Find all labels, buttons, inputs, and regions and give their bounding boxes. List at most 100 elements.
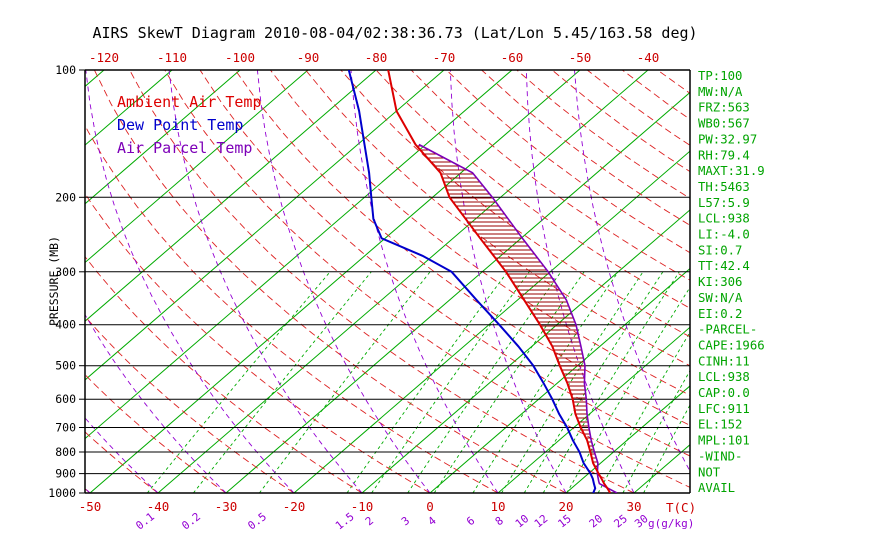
dry-adiabat-line	[305, 70, 690, 367]
pressure-axis-title: PRESSURE (MB)	[47, 236, 61, 326]
pressure-tick-label: 600	[55, 392, 76, 406]
axis-labels: -120 -110 -100 -90 -80 -70 -60 -50 -40-50 -40 -30-…	[47, 50, 696, 532]
mixing-ratio-label: 10	[513, 512, 531, 530]
stats-line: CAP:0.0	[698, 386, 750, 400]
mixing-ratio-label: 4	[425, 514, 439, 529]
pressure-tick-label: 500	[55, 359, 76, 373]
isotherm-line	[85, 70, 241, 205]
stats-line: CINH:11	[698, 354, 750, 368]
pressure-tick-label: 700	[55, 421, 76, 435]
mixing-unit-label: g(g/kg)	[648, 517, 694, 530]
mixing-ratio-line	[259, 271, 431, 493]
bottom-axis-temp-label: -30	[215, 499, 238, 514]
ambient-temp-curve	[387, 70, 612, 493]
stats-line: TT:42.4	[698, 259, 750, 273]
moist-adiabat-line	[350, 70, 499, 493]
dry-adiabat-line	[446, 70, 690, 254]
bottom-axis-temp-label: -10	[351, 499, 374, 514]
mixing-ratio-line	[371, 271, 530, 493]
parcel-temp-curve	[418, 143, 618, 493]
stats-line: -WIND-	[698, 449, 742, 463]
top-axis-temp-label: -80	[365, 50, 388, 65]
isotherm-line	[85, 70, 445, 381]
stats-line: -PARCEL-	[698, 323, 757, 337]
moist-adiabat-line	[85, 70, 295, 493]
mixing-ratio-label: 0.2	[179, 510, 203, 532]
top-axis-temp-label: -60	[501, 50, 524, 65]
pressure-tick-label: 900	[55, 467, 76, 481]
isotherm-line	[429, 267, 690, 493]
stats-line: EL:152	[698, 418, 742, 432]
mixing-ratio-label: 20	[587, 512, 605, 530]
mixing-ratio-label: 8	[493, 514, 506, 528]
mixing-ratio-line	[597, 331, 690, 493]
stats-line: TH:5463	[698, 180, 750, 194]
mixing-ratio-line	[346, 271, 508, 493]
mixing-ratio-line	[523, 271, 664, 493]
stats-line: WB0:567	[698, 117, 750, 131]
top-axis-temp-label: -100	[225, 50, 255, 65]
bottom-axis-temp-label: 0	[426, 499, 434, 514]
bottom-axis-temp-label: -20	[283, 499, 306, 514]
stats-line: L57:5.9	[698, 196, 750, 210]
mixing-ratio-label: 25	[612, 512, 630, 530]
isotherm-line	[85, 70, 309, 264]
stats-line: FRZ:563	[698, 101, 750, 115]
mixing-ratio-label: 0.5	[245, 510, 269, 532]
bottom-axis-temp-label: -40	[147, 499, 170, 514]
moist-adiabat-line	[256, 70, 431, 493]
dew-point-curve	[347, 70, 597, 493]
dry-adiabat-line	[340, 70, 690, 338]
mixing-ratio-label: 15	[555, 512, 573, 530]
mixing-ratio-line	[146, 271, 331, 493]
stats-line: MAXT:31.9	[698, 164, 765, 178]
moist-adiabat-line	[0, 70, 22, 493]
mixing-ratio-line	[501, 271, 644, 493]
isotherm-line	[0, 70, 36, 493]
stats-line: CAPE:1966	[698, 338, 765, 352]
top-axis-temp-label: -120	[89, 50, 119, 65]
grid-lines	[0, 70, 690, 493]
pressure-tick-label: 400	[55, 318, 76, 332]
top-axis-temp-label: -50	[569, 50, 592, 65]
mixing-ratio-label: 2	[363, 514, 376, 528]
mixing-ratio-line	[643, 404, 690, 493]
cape-hatch-area	[416, 145, 598, 467]
moist-adiabat-line	[85, 313, 227, 493]
stats-line: TP:100	[698, 69, 742, 83]
top-axis-temp-label: -40	[637, 50, 660, 65]
dry-adiabat-line	[85, 488, 91, 493]
mixing-ratio-line	[566, 286, 690, 493]
dry-adiabat-line	[410, 70, 690, 281]
moist-adiabat-line	[449, 70, 567, 493]
sounding-curves	[347, 70, 618, 493]
temp-unit-label: T(C)	[666, 500, 696, 515]
legend-item: Dew Point Temp	[117, 116, 243, 134]
stats-line: RH:79.4	[698, 148, 750, 162]
dry-adiabat-line	[516, 70, 690, 199]
mixing-ratio-label: 30	[632, 512, 650, 530]
moist-adiabat-line	[85, 417, 159, 493]
bottom-axis-temp-label: 10	[490, 499, 505, 514]
isotherm-line	[85, 70, 173, 146]
mixing-ratio-line	[433, 271, 585, 493]
stats-line: PW:32.97	[698, 132, 757, 146]
pressure-tick-label: 100	[55, 63, 76, 77]
stats-line: AVAIL	[698, 481, 735, 495]
top-axis-temp-label: -70	[433, 50, 456, 65]
bottom-axis-temp-label: 30	[626, 499, 641, 514]
dry-adiabat-line	[270, 70, 690, 396]
legend-item: Ambient Air Temp	[117, 93, 262, 111]
legend-item: Air Parcel Temp	[117, 139, 252, 157]
moist-adiabat-line	[168, 70, 363, 493]
pressure-grid	[79, 69, 691, 494]
isotherm-line	[85, 70, 377, 322]
isotherm-line	[85, 70, 513, 440]
top-axis-temp-label: -90	[297, 50, 320, 65]
stats-line: KI:306	[698, 275, 742, 289]
bottom-axis-temp-label: -50	[79, 499, 102, 514]
isotherm-line	[361, 209, 690, 493]
